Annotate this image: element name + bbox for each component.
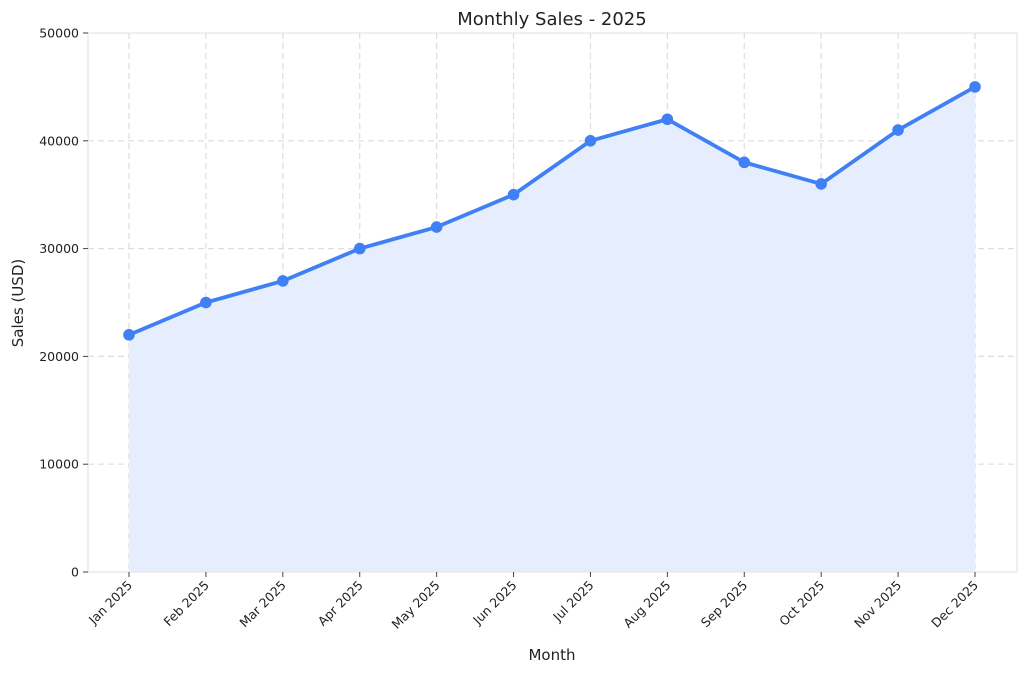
x-tick-label: Mar 2025 [236,578,289,631]
chart-title: Monthly Sales - 2025 [457,9,646,30]
data-point [969,81,981,93]
x-tick-label: Jan 2025 [85,578,135,628]
y-tick-label: 30000 [39,241,79,256]
data-point [277,275,289,287]
data-point [815,178,827,190]
data-point [738,156,751,169]
x-tick-label: Nov 2025 [851,578,904,631]
x-tick-label: Oct 2025 [776,578,827,629]
x-tick-label: Aug 2025 [620,578,673,631]
y-tick-label: 40000 [39,133,79,148]
data-point [430,221,443,233]
x-axis-label: Month [528,646,575,664]
plot-frame [87,32,1018,573]
y-axis-label: Sales (USD) [9,259,27,347]
x-tick-label: Sep 2025 [698,578,751,631]
data-point [507,188,520,201]
x-axis-ticks: Jan 2025 Feb 2025 Mar 2025 Apr 2025 May 2025… [85,572,981,632]
series-area [129,86,975,573]
y-axis-ticks: 0 10000 20000 30000 40000 50000 [39,26,88,580]
x-tick-label: Dec 2025 [928,578,981,631]
x-tick-label: Jul 2025 [549,578,596,625]
x-tick-label: Jun 2025 [469,578,519,628]
data-point [892,124,904,136]
y-tick-label: 50000 [39,26,79,41]
data-point [123,329,135,341]
y-tick-label: 10000 [39,457,79,472]
y-tick-label: 0 [71,565,79,580]
x-tick-label: Feb 2025 [160,578,212,630]
y-tick-label: 20000 [39,349,79,364]
data-point [584,135,597,147]
series-line-path [127,85,977,337]
data-point [200,296,212,309]
x-tick-label: May 2025 [389,578,443,632]
area-fill [129,86,975,573]
x-tick-label: Apr 2025 [315,578,366,629]
data-points [123,81,981,341]
data-point [353,242,366,255]
data-point [661,113,674,126]
plot-border [87,32,1018,573]
series-line [127,85,977,337]
